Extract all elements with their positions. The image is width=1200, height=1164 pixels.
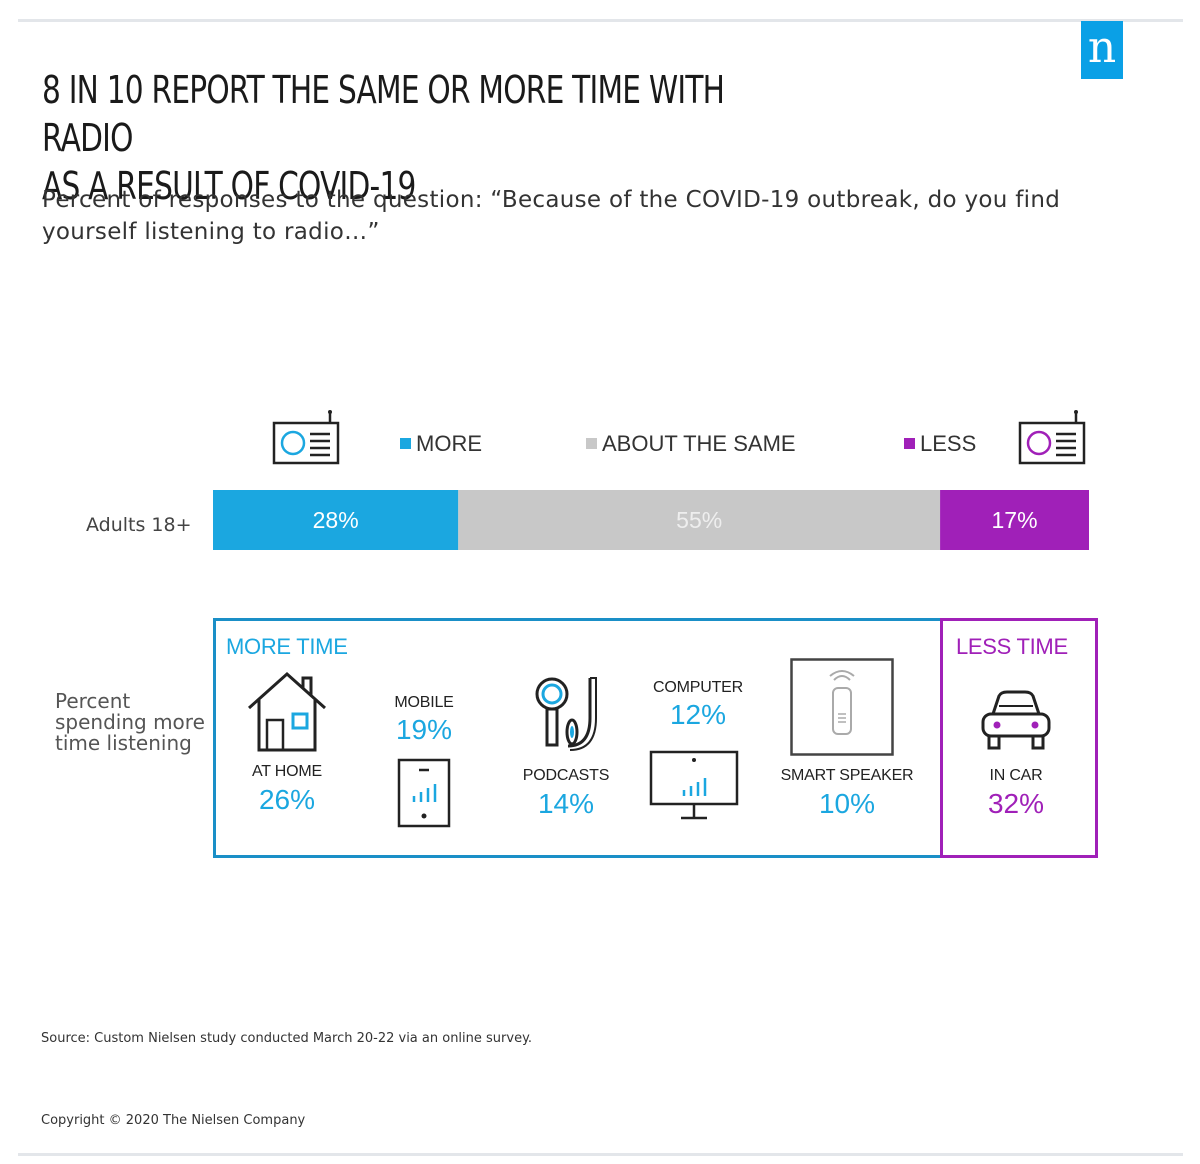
- row-label-more-time: Percent spending more time listening: [55, 689, 205, 755]
- car-icon: [981, 690, 1051, 750]
- bar-segment-more: [213, 490, 459, 550]
- category-value-smart-speaker: 10%: [818, 788, 876, 819]
- radio-icon-left: [272, 410, 340, 465]
- top-rule: [18, 19, 1183, 22]
- house-icon: [247, 671, 327, 752]
- stacked-bar-chart: 28% 55% 17%: [213, 490, 1089, 550]
- title-line-2: AS A RESULT OF COVID-19: [42, 164, 416, 208]
- category-label-in-car: IN CAR: [989, 767, 1043, 784]
- category-label-podcasts: PODCASTS: [522, 767, 610, 784]
- bar-segment-less: [940, 490, 1089, 550]
- source-note: Source: Custom Nielsen study conducted M…: [41, 1031, 533, 1046]
- smart-speaker-icon: [790, 658, 894, 756]
- bottom-rule: [18, 1153, 1183, 1156]
- copyright-note: Copyright © 2020 The Nielsen Company: [41, 1113, 306, 1128]
- category-value-podcasts: 14%: [537, 788, 595, 819]
- legend-less: LESS: [904, 431, 976, 457]
- legend-same: ABOUT THE SAME: [586, 431, 796, 457]
- category-value-at-home: 26%: [258, 784, 316, 815]
- mobile-phone-icon: [397, 758, 451, 828]
- bar-segment-more-label: 28%: [313, 507, 359, 533]
- legend-more-label: MORE: [416, 431, 482, 456]
- category-label-at-home: AT HOME: [251, 763, 322, 780]
- less-time-heading: LESS TIME: [956, 634, 1068, 659]
- legend-less-swatch: [904, 438, 915, 449]
- radio-icon-right: [1018, 410, 1086, 465]
- less-time-panel: [940, 618, 1098, 858]
- category-label-mobile: MOBILE: [394, 694, 454, 711]
- more-time-heading: MORE TIME: [226, 634, 348, 659]
- category-value-mobile: 19%: [395, 714, 453, 745]
- bar-segment-same: [458, 490, 941, 550]
- computer-monitor-icon: [649, 750, 739, 820]
- podcast-mic-headphone-icon: [535, 677, 597, 751]
- bar-segment-less-label: 17%: [992, 507, 1038, 533]
- legend-more-swatch: [400, 438, 411, 449]
- category-value-in-car: 32%: [987, 788, 1045, 819]
- chart-title: 8 IN 10 REPORT THE SAME OR MORE TIME WIT…: [42, 66, 822, 210]
- nielsen-logo: n: [1081, 21, 1123, 79]
- row-label-adults: Adults 18+: [86, 514, 192, 536]
- legend-less-label: LESS: [920, 431, 977, 456]
- title-line-1: 8 IN 10 REPORT THE SAME OR MORE TIME WIT…: [42, 68, 725, 160]
- category-value-computer: 12%: [669, 699, 727, 730]
- bar-segment-same-label: 55%: [676, 507, 722, 533]
- legend-same-label: ABOUT THE SAME: [602, 431, 796, 456]
- category-label-smart-speaker: SMART SPEAKER: [780, 767, 914, 784]
- legend-more: MORE: [400, 431, 482, 457]
- chart-subtitle: Percent of responses to the question: “B…: [42, 187, 1061, 245]
- category-label-computer: COMPUTER: [653, 679, 743, 696]
- legend-same-swatch: [586, 438, 597, 449]
